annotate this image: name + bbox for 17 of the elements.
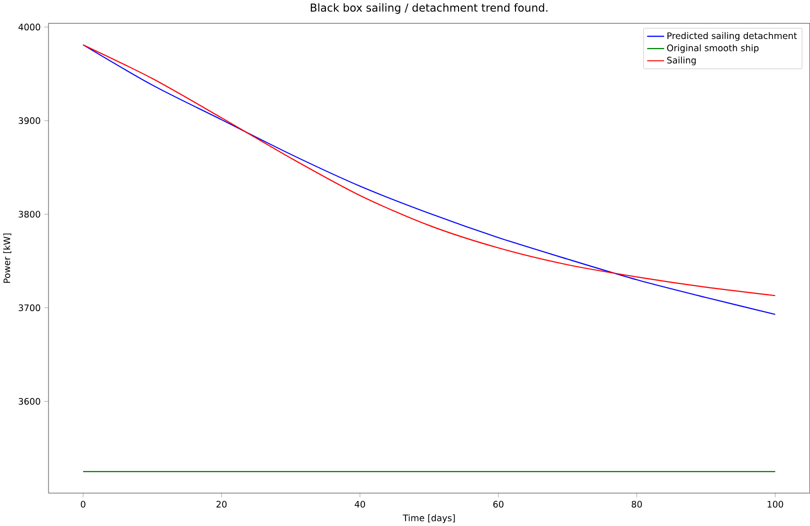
y-tick-label: 3800 [18,210,40,218]
y-axis-title: Power [kW] [3,233,12,283]
y-tick-label: 3600 [18,398,40,405]
y-tick-label: 4000 [18,24,40,30]
chart-title: Black box sailing / detachment trend found. [310,3,548,14]
x-tick-label: 80 [632,500,642,508]
x-tick-label: 40 [354,500,366,508]
legend-label: Original smooth ship [667,44,759,53]
x-axis-title: Time [days] [402,514,455,523]
x-tick-label: 60 [493,500,504,508]
x-tick-label: 0 [80,500,86,508]
x-tick-label: 100 [768,500,784,508]
legend-label: Sailing [667,56,696,66]
y-tick-label: 3900 [18,117,40,124]
x-tick-label: 20 [216,500,227,508]
legend-label: Predicted sailing detachment [667,32,797,41]
y-tick-label: 3700 [18,304,40,312]
